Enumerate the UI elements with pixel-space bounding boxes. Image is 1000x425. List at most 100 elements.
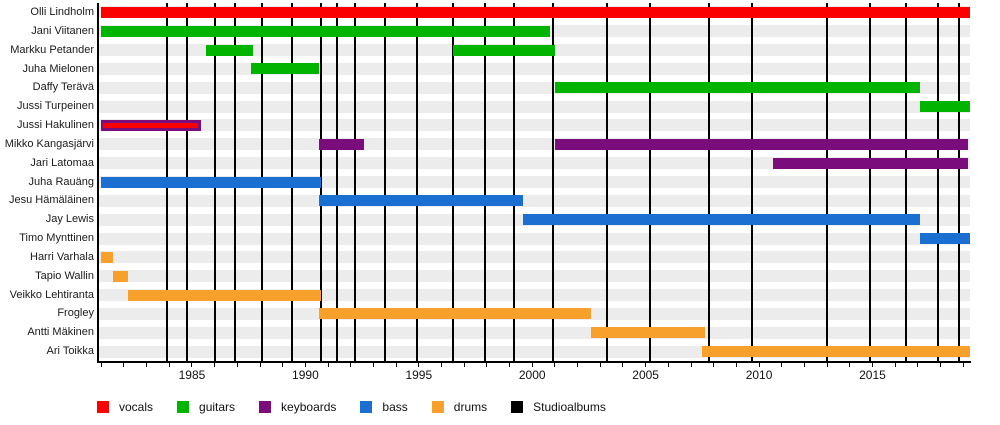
axis-tick — [168, 363, 170, 367]
timeline-bar-bass — [523, 214, 921, 226]
axis-tick — [849, 363, 851, 367]
member-label: Daffy Terävä — [32, 81, 94, 94]
axis-tick-label: 2010 — [745, 368, 773, 382]
axis-tick — [259, 363, 261, 367]
timeline-bar-guitars — [920, 101, 970, 113]
legend-swatch-icon — [259, 401, 272, 413]
timeline-bar-bass — [920, 233, 970, 245]
axis-tick-label: 2000 — [518, 368, 546, 382]
axis-tick — [327, 363, 329, 367]
axis-tick — [735, 363, 737, 367]
member-label: Olli Lindholm — [30, 6, 94, 18]
axis-tick — [214, 363, 216, 367]
studio-album-line — [354, 3, 357, 361]
studio-album-line — [336, 3, 339, 361]
timeline-bar-keyboards — [554, 138, 968, 150]
member-label: Timo Mynttinen — [19, 232, 94, 245]
member-label: Antti Mäkinen — [27, 326, 94, 339]
axis-tick — [803, 363, 805, 367]
studio-album-line — [320, 3, 323, 361]
axis-tick — [645, 363, 647, 367]
legend-swatch-icon — [360, 401, 373, 413]
axis-tick — [146, 363, 148, 367]
axis-tick — [599, 363, 601, 367]
timeline-bar-keyboards — [319, 138, 365, 150]
studio-album-line — [415, 3, 418, 361]
axis-tick — [758, 363, 760, 367]
legend-swatch-icon — [177, 401, 190, 413]
axis-tick-label: 2015 — [859, 368, 886, 382]
axis-tick — [962, 363, 964, 367]
studio-album-line — [957, 3, 960, 361]
studio-album-line — [708, 3, 711, 361]
x-axis-line — [97, 361, 971, 363]
legend-item-keyboards: keyboards — [259, 400, 336, 414]
row-stripe — [99, 326, 970, 339]
axis-tick — [441, 363, 442, 367]
legend-item-studioalbums: Studioalbums — [511, 400, 606, 414]
studio-album-line — [513, 3, 516, 361]
timeline-bar-guitars — [250, 63, 320, 75]
plot-area — [99, 3, 970, 361]
studio-album-line — [606, 3, 609, 361]
studio-album-line — [451, 3, 454, 361]
axis-tick-label: 1990 — [292, 368, 319, 382]
axis-tick — [667, 363, 669, 367]
studio-album-line — [869, 3, 872, 361]
member-label: Jari Latomaa — [30, 156, 94, 169]
axis-tick — [554, 363, 556, 367]
timeline-bar-overlay-vocals — [103, 122, 199, 128]
legend-item-vocals: vocals — [97, 400, 153, 414]
studio-album-line — [483, 3, 486, 361]
timeline-bar-guitars — [452, 44, 555, 56]
timeline-bar-guitars — [554, 82, 921, 94]
axis-tick — [350, 363, 352, 367]
axis-tick — [304, 363, 306, 367]
row-stripe — [99, 62, 970, 75]
axis-tick — [826, 363, 828, 367]
axis-tick — [690, 363, 692, 367]
timeline-bar-drums — [702, 346, 970, 358]
legend-swatch-icon — [431, 401, 444, 413]
member-label: Markku Petander — [10, 43, 94, 56]
timeline-bar-drums — [101, 251, 113, 263]
timeline-bar-keyboards — [772, 157, 968, 169]
row-stripe — [99, 100, 970, 113]
member-label: Jussi Turpeinen — [16, 100, 94, 113]
axis-tick — [622, 363, 624, 367]
axis-tick — [486, 363, 488, 367]
member-label: Juha Mielonen — [22, 62, 94, 75]
timeline-bar-drums — [128, 289, 322, 301]
legend-label: keyboards — [281, 400, 337, 414]
axis-tick-label: 1995 — [405, 368, 433, 382]
axis-tick — [463, 363, 465, 367]
timeline-bar-drums — [112, 270, 129, 282]
axis-tick — [713, 363, 715, 367]
member-label: Tapio Wallin — [35, 269, 94, 282]
legend-item-guitars: guitars — [177, 400, 235, 414]
axis-tick — [372, 363, 374, 367]
timeline-bar-drums — [591, 327, 705, 339]
legend-label: vocals — [119, 400, 154, 414]
studio-album-line — [383, 3, 386, 361]
timeline-bar-bass — [319, 195, 524, 207]
axis-tick — [123, 363, 125, 367]
legend-swatch-icon — [511, 401, 524, 413]
timeline-bar-guitars — [101, 25, 551, 37]
axis-tick — [236, 363, 238, 367]
legend-label: bass — [382, 400, 408, 414]
row-stripe — [99, 270, 970, 283]
legend-item-bass: bass — [360, 400, 408, 414]
row-stripe — [99, 251, 970, 264]
studio-album-line — [649, 3, 652, 361]
member-label: Jussi Hakulinen — [16, 119, 94, 132]
legend: vocals guitars keyboards bass drums Studioalb… — [97, 400, 606, 414]
axis-tick — [531, 363, 533, 367]
timeline-bar-guitars — [205, 44, 254, 56]
row-stripe — [99, 194, 970, 207]
studio-album-line — [905, 3, 908, 361]
legend-swatch-icon — [97, 401, 109, 413]
member-label: Mikko Kangasjärvi — [4, 137, 94, 150]
axis-tick-label: 1985 — [178, 368, 206, 382]
